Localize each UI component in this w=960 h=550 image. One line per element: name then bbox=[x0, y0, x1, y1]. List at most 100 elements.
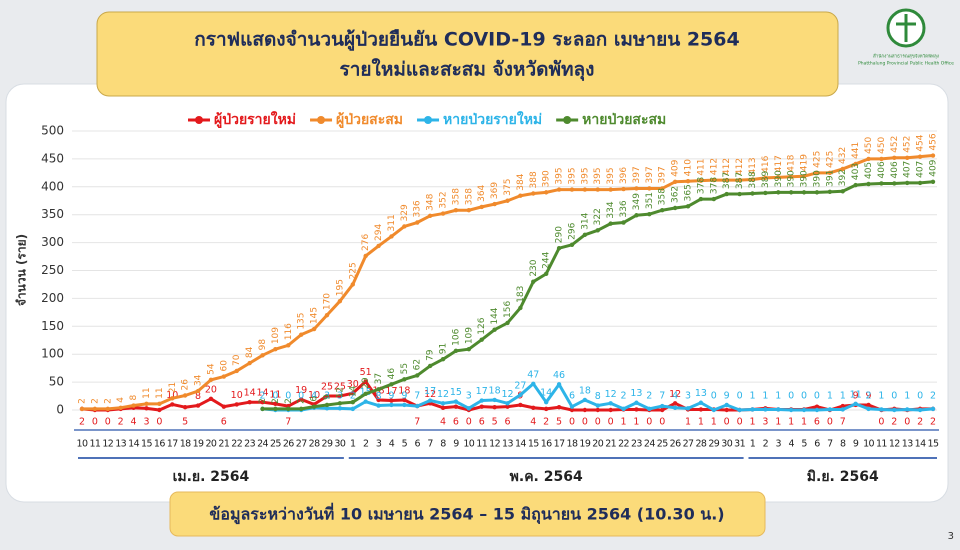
data-point bbox=[273, 401, 278, 407]
data-point bbox=[492, 327, 497, 332]
data-label: 0 bbox=[569, 417, 575, 428]
data-label: 392 bbox=[838, 169, 848, 186]
x-tick-label: 30 bbox=[334, 439, 345, 450]
title-box bbox=[96, 11, 839, 97]
data-point bbox=[466, 406, 472, 411]
x-tick-label: 7 bbox=[427, 439, 433, 450]
data-label: 14 bbox=[244, 388, 256, 399]
data-point bbox=[556, 245, 562, 251]
data-label: 8 bbox=[195, 391, 201, 402]
data-label: 397 bbox=[632, 166, 642, 183]
data-label: 2 bbox=[930, 391, 936, 402]
data-label: 70 bbox=[232, 354, 242, 366]
data-point bbox=[672, 401, 678, 406]
data-label: 397 bbox=[645, 166, 655, 183]
data-label: 7 bbox=[414, 417, 420, 428]
x-tick-label: 24 bbox=[257, 439, 268, 450]
data-label: 9 bbox=[401, 390, 407, 401]
data-label: 0 bbox=[711, 391, 717, 402]
data-label: 2 bbox=[259, 391, 265, 402]
data-point bbox=[763, 190, 768, 196]
x-tick-label: 21 bbox=[605, 439, 616, 450]
x-tick-label: 2 bbox=[763, 439, 769, 450]
data-label: 2 bbox=[297, 398, 307, 404]
data-point bbox=[930, 179, 936, 184]
data-label: 6 bbox=[504, 417, 510, 428]
data-label: 3 bbox=[762, 417, 768, 428]
data-label: 170 bbox=[322, 293, 332, 310]
data-label: 0 bbox=[272, 391, 278, 402]
y-tick-label: 200 bbox=[41, 291, 64, 305]
data-label: 296 bbox=[567, 222, 577, 239]
data-label: 403 bbox=[851, 163, 861, 180]
data-point bbox=[286, 406, 291, 412]
data-label: 106 bbox=[451, 328, 461, 345]
data-label: 13 bbox=[630, 388, 642, 399]
data-point bbox=[930, 153, 936, 158]
data-label: 2 bbox=[118, 417, 124, 428]
x-tick-label: 23 bbox=[244, 439, 255, 450]
logo-text: Phatthalung Provincial Public Health Off… bbox=[858, 61, 954, 67]
data-point bbox=[389, 402, 394, 408]
data-label: 4 bbox=[131, 417, 137, 428]
data-point bbox=[440, 405, 446, 410]
data-label: 314 bbox=[580, 212, 590, 229]
data-label: 230 bbox=[529, 259, 539, 276]
data-point bbox=[595, 228, 600, 233]
x-tick-label: 11 bbox=[89, 439, 100, 450]
data-point bbox=[466, 346, 472, 352]
data-point bbox=[363, 253, 368, 259]
data-point bbox=[569, 407, 575, 413]
data-point bbox=[569, 242, 575, 248]
data-label: 10 bbox=[231, 390, 243, 401]
data-label: 294 bbox=[374, 223, 384, 240]
data-label: 0 bbox=[156, 417, 162, 428]
data-label: 413 bbox=[748, 157, 758, 174]
data-label: 29 bbox=[361, 377, 371, 389]
data-label: 37 bbox=[374, 373, 384, 384]
data-point bbox=[427, 213, 433, 219]
data-label: 0 bbox=[801, 391, 807, 402]
data-point bbox=[827, 407, 833, 412]
data-label: 276 bbox=[361, 234, 371, 251]
data-label: 0 bbox=[646, 417, 652, 428]
data-label: 411 bbox=[696, 158, 706, 175]
data-label: 116 bbox=[284, 323, 294, 340]
data-point bbox=[595, 403, 600, 408]
data-label: 1 bbox=[775, 391, 781, 402]
data-point bbox=[750, 191, 755, 196]
data-label: 409 bbox=[929, 159, 939, 176]
data-point bbox=[879, 156, 884, 162]
data-point bbox=[814, 404, 820, 409]
data-point bbox=[376, 397, 381, 403]
data-point bbox=[453, 208, 459, 213]
data-label: 391 bbox=[825, 170, 835, 187]
y-tick-label: 350 bbox=[41, 207, 64, 221]
data-point bbox=[750, 407, 755, 412]
data-label: 17 bbox=[424, 386, 436, 397]
data-label: 454 bbox=[916, 134, 926, 151]
data-point bbox=[660, 407, 665, 413]
data-point bbox=[492, 201, 497, 207]
legend-label: หายป่วยรายใหม่ bbox=[443, 110, 542, 128]
data-point bbox=[788, 174, 794, 179]
data-point bbox=[440, 211, 446, 216]
y-tick-label: 100 bbox=[41, 347, 64, 361]
data-point bbox=[363, 391, 368, 397]
data-label: 2 bbox=[891, 417, 897, 428]
data-label: 407 bbox=[903, 161, 913, 178]
data-label: 26 bbox=[181, 379, 191, 391]
data-label: 195 bbox=[335, 279, 345, 296]
data-point bbox=[724, 402, 729, 408]
data-point bbox=[402, 402, 407, 408]
data-point bbox=[182, 393, 188, 398]
y-tick-label: 0 bbox=[56, 403, 64, 417]
data-label: 0 bbox=[659, 417, 665, 428]
data-label: 290 bbox=[555, 226, 565, 243]
data-point bbox=[917, 154, 923, 159]
x-tick-label: 31 bbox=[734, 439, 745, 450]
data-point bbox=[324, 393, 330, 399]
data-point bbox=[698, 178, 704, 183]
data-point bbox=[595, 187, 600, 192]
x-tick-label: 4 bbox=[389, 439, 395, 450]
